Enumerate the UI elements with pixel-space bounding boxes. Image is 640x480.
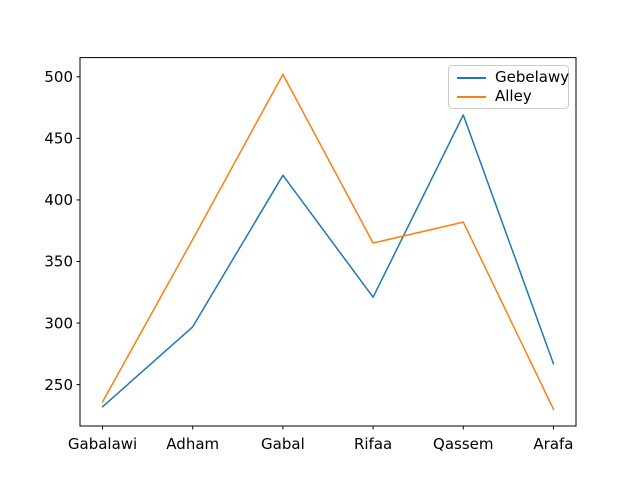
series-line-gebelawy bbox=[101, 114, 555, 408]
legend: Gebelawy Alley bbox=[448, 65, 569, 109]
x-tick-label: Arafa bbox=[533, 435, 573, 453]
legend-line-sample-alley bbox=[457, 95, 486, 98]
y-tick-label: 400 bbox=[44, 191, 73, 209]
y-tick-label: 450 bbox=[44, 130, 73, 148]
x-tick-label: Rifaa bbox=[354, 435, 392, 453]
legend-label-gebelawy: Gebelawy bbox=[495, 68, 570, 86]
y-tick-label: 250 bbox=[44, 376, 73, 394]
y-tick-label: 300 bbox=[44, 314, 73, 332]
x-tick-label: Gabalawi bbox=[68, 435, 137, 453]
legend-line-sample-gebelawy bbox=[457, 76, 486, 79]
plot-area bbox=[79, 57, 577, 427]
legend-entry-gebelawy: Gebelawy bbox=[449, 68, 570, 87]
legend-label-alley: Alley bbox=[495, 87, 532, 105]
legend-entry-alley: Alley bbox=[449, 87, 568, 106]
y-tick-label: 350 bbox=[44, 253, 73, 271]
x-tick-label: Qassem bbox=[433, 435, 493, 453]
x-tick-label: Adham bbox=[166, 435, 219, 453]
y-tick-label: 500 bbox=[44, 68, 73, 86]
x-tick-label: Gabal bbox=[261, 435, 305, 453]
series-line-alley bbox=[101, 73, 555, 411]
